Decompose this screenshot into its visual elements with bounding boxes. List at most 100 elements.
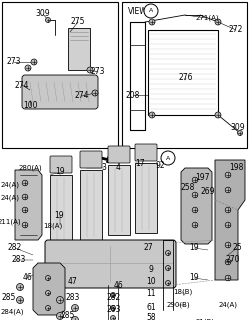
Circle shape: [149, 112, 155, 118]
Text: 58: 58: [146, 314, 156, 320]
Circle shape: [57, 313, 63, 319]
FancyBboxPatch shape: [80, 151, 102, 168]
Text: 19: 19: [54, 211, 64, 220]
Text: A: A: [149, 9, 153, 13]
Bar: [50, 175, 72, 245]
Circle shape: [46, 291, 51, 295]
Circle shape: [87, 67, 93, 73]
Text: 100: 100: [23, 100, 37, 109]
Text: 47: 47: [67, 277, 77, 286]
Bar: [2, 2, 118, 148]
Text: VIEW: VIEW: [128, 6, 148, 15]
Circle shape: [149, 19, 155, 25]
Circle shape: [225, 172, 231, 178]
Circle shape: [225, 242, 231, 248]
Text: 24(A): 24(A): [219, 302, 238, 308]
Text: 21(B): 21(B): [195, 319, 215, 320]
Text: 19: 19: [55, 167, 65, 177]
Text: 27: 27: [143, 244, 153, 252]
Text: 280(A): 280(A): [18, 165, 42, 171]
Circle shape: [71, 305, 78, 311]
Text: 290(B): 290(B): [166, 302, 190, 308]
Text: 263: 263: [107, 306, 121, 315]
Circle shape: [144, 4, 158, 18]
Text: 282: 282: [107, 293, 121, 302]
Text: 46: 46: [113, 281, 123, 290]
Circle shape: [22, 207, 28, 213]
Text: 273: 273: [91, 68, 105, 76]
Text: 92: 92: [155, 162, 165, 171]
Circle shape: [192, 222, 198, 228]
Text: 9: 9: [149, 266, 153, 275]
Text: 272: 272: [229, 26, 243, 35]
Circle shape: [16, 297, 23, 303]
Text: 4: 4: [116, 164, 121, 172]
Text: 211(A): 211(A): [0, 219, 21, 225]
Circle shape: [92, 90, 98, 96]
Text: 24(A): 24(A): [0, 195, 19, 201]
Text: 18(B): 18(B): [173, 289, 193, 295]
Polygon shape: [215, 160, 245, 280]
Circle shape: [46, 306, 51, 310]
Bar: [108, 165, 130, 235]
Circle shape: [166, 251, 171, 255]
Text: 11: 11: [146, 289, 156, 298]
Text: 198: 198: [229, 163, 243, 172]
Text: 61: 61: [146, 303, 156, 313]
Text: 10: 10: [146, 277, 156, 286]
Bar: [68, 28, 90, 70]
Text: 275: 275: [71, 18, 85, 27]
Circle shape: [215, 112, 221, 118]
Circle shape: [225, 187, 231, 193]
Text: 3: 3: [102, 164, 106, 172]
Text: 283: 283: [12, 255, 26, 265]
Text: 24(A): 24(A): [0, 182, 19, 188]
FancyBboxPatch shape: [135, 144, 157, 161]
Circle shape: [225, 275, 231, 281]
Circle shape: [57, 297, 63, 303]
Text: 197: 197: [195, 173, 209, 182]
FancyBboxPatch shape: [45, 240, 176, 288]
Circle shape: [161, 151, 175, 165]
Circle shape: [215, 19, 221, 25]
Text: A: A: [166, 156, 170, 161]
Circle shape: [225, 259, 231, 265]
Text: 17: 17: [135, 158, 145, 167]
Text: 283: 283: [66, 293, 80, 302]
Circle shape: [16, 284, 23, 291]
Circle shape: [225, 207, 231, 213]
Text: 46: 46: [22, 274, 32, 283]
Text: 309: 309: [36, 10, 50, 19]
Text: 285: 285: [61, 310, 75, 319]
Text: 273: 273: [7, 58, 21, 67]
Bar: [135, 163, 157, 233]
Circle shape: [192, 177, 198, 183]
Text: 284(A): 284(A): [0, 309, 24, 315]
Text: 309: 309: [231, 124, 245, 132]
Polygon shape: [15, 170, 42, 240]
Circle shape: [238, 131, 243, 135]
Text: 270: 270: [226, 255, 240, 265]
Text: 285: 285: [2, 293, 16, 302]
Text: 274: 274: [15, 81, 29, 90]
Text: 258: 258: [181, 183, 195, 193]
Circle shape: [111, 292, 116, 298]
Text: 25: 25: [232, 244, 242, 252]
Circle shape: [192, 207, 198, 213]
FancyBboxPatch shape: [108, 146, 130, 163]
FancyBboxPatch shape: [22, 75, 98, 109]
Text: 18(A): 18(A): [43, 223, 63, 229]
Circle shape: [22, 222, 28, 228]
Text: 276: 276: [179, 74, 193, 83]
Circle shape: [22, 194, 28, 200]
Text: 282: 282: [8, 244, 22, 252]
Circle shape: [46, 276, 51, 281]
Text: 274: 274: [75, 92, 89, 100]
Circle shape: [225, 222, 231, 228]
Circle shape: [71, 316, 78, 320]
Circle shape: [31, 59, 37, 65]
Circle shape: [25, 65, 31, 71]
Text: 269: 269: [201, 187, 215, 196]
Bar: [148, 30, 218, 115]
Text: 208: 208: [126, 91, 140, 100]
